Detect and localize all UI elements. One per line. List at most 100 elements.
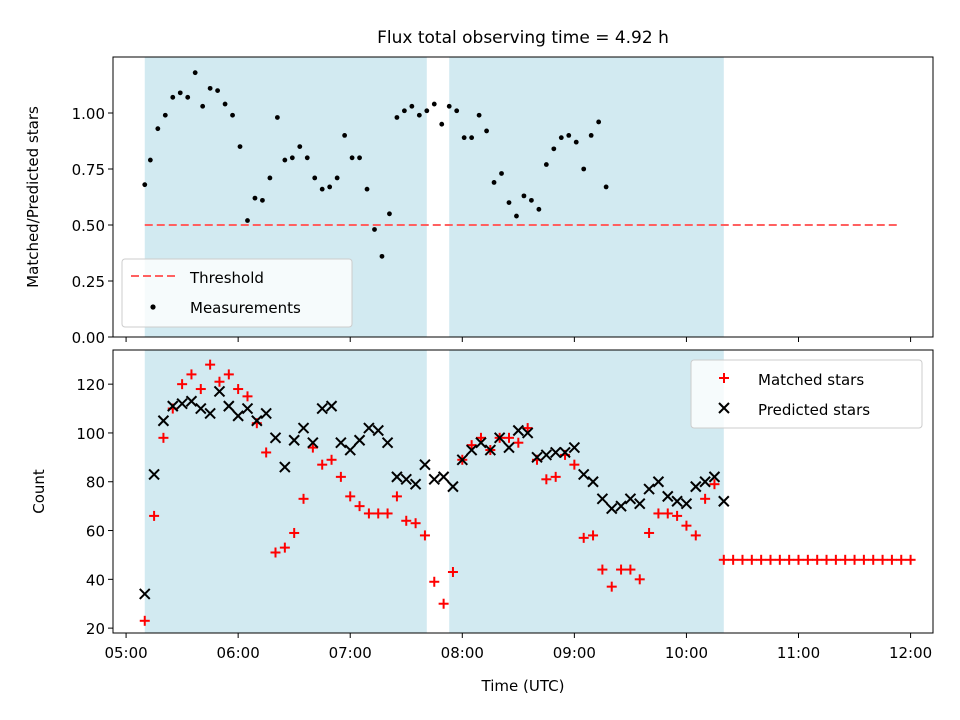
legend-counts: Matched stars Predicted stars <box>690 359 923 429</box>
ratio-measurements-point-49 <box>506 200 512 206</box>
counts-predicted-stars-point-14 <box>269 432 282 444</box>
counts-predicted-stars-point-11-b <box>241 402 254 415</box>
counts-matched-stars-point-43 <box>541 474 552 485</box>
counts-predicted-stars-point-36 <box>475 436 487 449</box>
counts-predicted-stars-point-58 <box>680 497 693 510</box>
counts-predicted-stars-point-23-b <box>353 434 366 446</box>
counts-predicted-stars-point-45-b <box>559 446 571 459</box>
ratio-measurements-point-21 <box>297 144 303 150</box>
ratio-measurements-point-39 <box>431 101 437 107</box>
xtick-label-5: 10:00 <box>665 644 708 662</box>
ratio-measurements-point-46 <box>484 128 489 134</box>
counts-predicted-stars-point-56-b <box>662 490 674 503</box>
counts-matched-stars-point-54 <box>644 527 655 538</box>
chart-title: Flux total observing time = 4.92 h <box>377 28 669 48</box>
ratio-measurements-point-35 <box>401 108 407 114</box>
counts-matched-stars-point-65 <box>746 554 757 565</box>
counts-predicted-stars-point-21-b <box>335 436 347 449</box>
counts-predicted-stars-point-18 <box>307 436 319 449</box>
ratio-measurements-point-19 <box>282 157 288 163</box>
counts-axes-frame <box>112 349 934 634</box>
counts-matched-stars-point-82 <box>905 554 916 565</box>
ratio-measurements-point-24 <box>319 186 325 192</box>
counts-predicted-stars-point-10 <box>232 410 244 422</box>
counts-predicted-stars-point-24 <box>363 422 375 434</box>
counts-matched-stars-point-14 <box>270 547 281 558</box>
counts-predicted-stars-point-30-b <box>419 458 431 471</box>
legend-counts-frame <box>690 359 923 429</box>
counts-matched-stars-point-19 <box>317 459 328 470</box>
legend-measurements-label: Measurements <box>190 299 301 317</box>
ratio-measurements-point-11 <box>222 101 228 107</box>
counts-matched-stars-point-52 <box>625 564 636 575</box>
ratio-measurements-point-48 <box>499 171 504 176</box>
counts-matched-stars-point-61 <box>709 479 720 490</box>
counts-matched-stars-point-2 <box>158 432 169 443</box>
counts-predicted-stars-point-44 <box>549 446 562 459</box>
counts-predicted-stars-point-27-b <box>391 471 403 483</box>
counts-predicted-stars-point-57-b <box>671 495 683 507</box>
counts-predicted-stars-point-25-b <box>372 424 384 437</box>
counts-predicted-stars-point-12-b <box>251 415 263 427</box>
counts-predicted-stars-point-28-b <box>400 473 412 486</box>
ratio-measurements-point-14 <box>245 218 250 223</box>
counts-matched-stars-point-55 <box>653 508 664 519</box>
ratio-measurements-point-28 <box>349 155 355 161</box>
counts-matched-stars-point-73 <box>821 554 832 565</box>
ratio-ytick-label-1: 0.25 <box>72 273 105 291</box>
counts-predicted-stars-point-51 <box>615 500 627 512</box>
counts-predicted-stars-point-54-b <box>643 483 655 495</box>
counts-predicted-stars-point-33 <box>447 480 459 493</box>
counts-matched-stars-point-5 <box>186 369 197 380</box>
ratio-measurements-point-26 <box>334 175 340 181</box>
ratio-observing-window-1 <box>449 57 724 337</box>
counts-matched-stars-point-56 <box>662 508 673 519</box>
counts-matched-stars-point-41 <box>522 423 533 434</box>
counts-predicted-stars-point-29 <box>409 478 422 490</box>
counts-ytick-label-5: 120 <box>76 376 105 394</box>
counts-matched-stars-point-20 <box>326 454 337 465</box>
ratio-measurements-point-54 <box>543 162 549 167</box>
ratio-measurements-point-3 <box>162 112 168 118</box>
ratio-measurements-point-58 <box>573 139 579 145</box>
counts-predicted-stars-point-57 <box>671 495 683 507</box>
counts-matched-stars-point-50 <box>606 581 617 592</box>
counts-matched-stars-point-17 <box>298 493 309 504</box>
counts-predicted-stars-point-14-b <box>269 432 282 444</box>
counts-matched-stars-point-15 <box>279 542 290 553</box>
ratio-measurements-point-51 <box>521 193 527 199</box>
counts-matched-stars-point-1 <box>149 510 160 521</box>
counts-predicted-stars-point-35 <box>465 444 478 456</box>
counts-predicted-stars-point-42 <box>531 451 543 464</box>
counts-matched-stars-point-36 <box>475 432 486 443</box>
counts-predicted-stars-point-48-b <box>587 476 599 488</box>
ratio-measurements-point-30 <box>364 186 370 192</box>
counts-matched-stars-point-9 <box>223 369 234 380</box>
counts-predicted-stars-point-5 <box>185 395 198 407</box>
counts-predicted-stars-point-55-b <box>652 476 665 488</box>
counts-predicted-stars-point-4 <box>176 397 188 410</box>
ratio-ytick-label-2: 0.50 <box>72 217 105 235</box>
counts-predicted-stars-point-39 <box>503 441 515 454</box>
counts-ytick-label-0: 20 <box>86 620 105 638</box>
counts-predicted-stars-point-26 <box>381 436 394 449</box>
counts-predicted-stars-point-61 <box>708 471 721 483</box>
counts-matched-stars-point-67 <box>765 554 776 565</box>
xtick-label-3: 08:00 <box>441 644 484 662</box>
ratio-measurements-point-62 <box>603 184 609 190</box>
counts-predicted-stars-point-7-b <box>204 407 216 420</box>
counts-matched-stars-point-31 <box>429 576 440 587</box>
counts-matched-stars-point-10 <box>233 384 244 395</box>
counts-matched-stars-point-25 <box>373 508 384 519</box>
counts-predicted-stars-point-54 <box>643 483 655 495</box>
counts-matched-stars-point-13 <box>261 447 272 458</box>
counts-predicted-stars-point-15-b <box>279 461 291 473</box>
ratio-measurements-point-5 <box>177 90 183 96</box>
counts-predicted-stars-point-49 <box>596 493 609 505</box>
counts-matched-stars-point-58 <box>681 520 692 531</box>
ratio-measurements-point-22 <box>304 155 310 161</box>
counts-predicted-stars-point-19-b <box>316 402 328 415</box>
counts-matched-stars-point-24 <box>363 508 374 519</box>
counts-predicted-stars-point-23 <box>353 434 366 446</box>
